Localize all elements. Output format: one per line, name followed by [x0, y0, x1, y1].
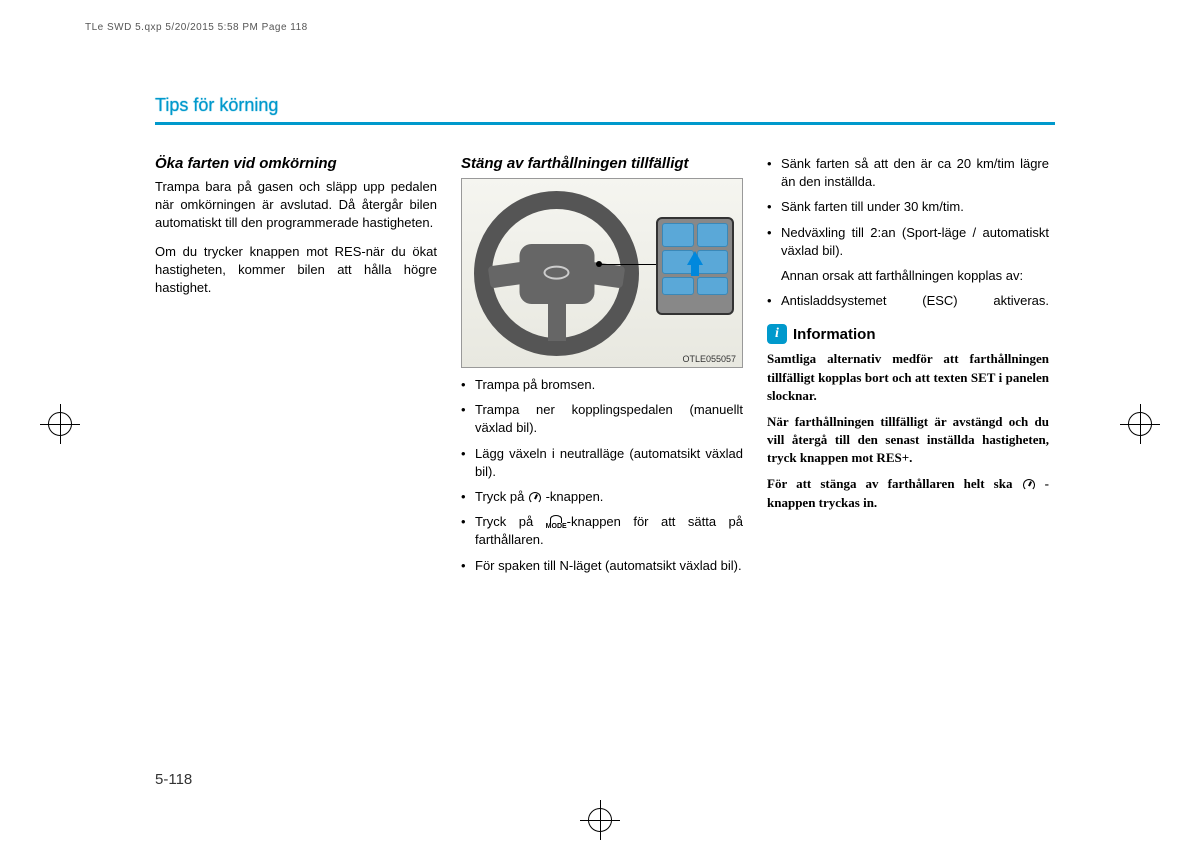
col1-paragraph-2: Om du trycker knappen mot RES-när du öka…: [155, 243, 437, 298]
panel-button: [662, 277, 694, 295]
list-item: Nedväxling till 2:an (Sport-läge / autom…: [767, 224, 1049, 260]
title-underline: [155, 122, 1055, 125]
steering-wheel-illustration: [474, 191, 639, 356]
list-item: Lägg växeln i neutralläge (automatsikt v…: [461, 445, 743, 481]
panel-button: [697, 223, 729, 247]
hyundai-logo-icon: [544, 265, 570, 279]
list-item: Tryck på -knappen.: [461, 488, 743, 506]
list-item: Sänk farten till under 30 km/tim.: [767, 198, 1049, 216]
callout-line: [600, 264, 660, 265]
info-paragraph-2: När farthållningen tillfälligt är avstän…: [767, 413, 1049, 468]
info-badge-icon: i: [767, 324, 787, 344]
crop-mark-icon: [40, 404, 80, 444]
page-content: Tips för körning Öka farten vid omkörnin…: [155, 95, 1055, 582]
info-paragraph-3: För att stänga av farthållaren helt ska …: [767, 475, 1049, 511]
columns-container: Öka farten vid omkörning Trampa bara på …: [155, 155, 1055, 582]
col1-paragraph-1: Trampa bara på gasen och släpp upp pedal…: [155, 178, 437, 233]
list-item: Trampa på bromsen.: [461, 376, 743, 394]
list-item: Tryck på MODE-knappen för att sätta på f…: [461, 513, 743, 549]
col3-note: Annan orsak att farthållningen kopplas a…: [767, 267, 1049, 285]
column-1: Öka farten vid omkörning Trampa bara på …: [155, 155, 437, 582]
col2-bullet-list: Trampa på bromsen. Trampa ner kopplingsp…: [461, 376, 743, 575]
cruise-control-icon: [1022, 479, 1036, 491]
col1-heading: Öka farten vid omkörning: [155, 155, 437, 172]
list-item: Sänk farten så att den är ca 20 km/tim l…: [767, 155, 1049, 191]
information-heading: Information: [793, 326, 876, 343]
info-paragraph-1: Samtliga alternativ medför att farthålln…: [767, 350, 1049, 405]
list-item: Antisladdsystemet (ESC) aktiveras.: [767, 292, 1049, 310]
section-title: Tips för körning: [155, 95, 1055, 116]
steering-wheel-figure: OTLE055057: [461, 178, 743, 368]
column-2: Stäng av farthållningen tillfälligt: [461, 155, 743, 582]
panel-button: [662, 223, 694, 247]
column-3: Sänk farten så att den är ca 20 km/tim l…: [767, 155, 1049, 582]
page-meta-header: TLe SWD 5.qxp 5/20/2015 5:58 PM Page 118: [85, 22, 308, 33]
mode-icon: MODE: [546, 515, 567, 530]
col3-bullet-list-2: Antisladdsystemet (ESC) aktiveras.: [767, 292, 1049, 310]
panel-button: [697, 277, 729, 295]
list-item: Trampa ner kopplingspedalen (manuellt vä…: [461, 401, 743, 437]
cruise-control-icon: [528, 492, 542, 504]
crop-mark-icon: [1120, 404, 1160, 444]
list-item: För spaken till N-läget (automatsikt väx…: [461, 557, 743, 575]
figure-code: OTLE055057: [682, 354, 736, 364]
information-heading-box: i Information: [767, 324, 1049, 344]
button-panel-detail: [656, 217, 734, 315]
col3-bullet-list-1: Sänk farten så att den är ca 20 km/tim l…: [767, 155, 1049, 260]
page-number: 5-118: [155, 771, 192, 788]
col2-heading: Stäng av farthållningen tillfälligt: [461, 155, 743, 172]
arrow-up-icon: [687, 251, 703, 265]
crop-mark-icon: [580, 800, 620, 840]
